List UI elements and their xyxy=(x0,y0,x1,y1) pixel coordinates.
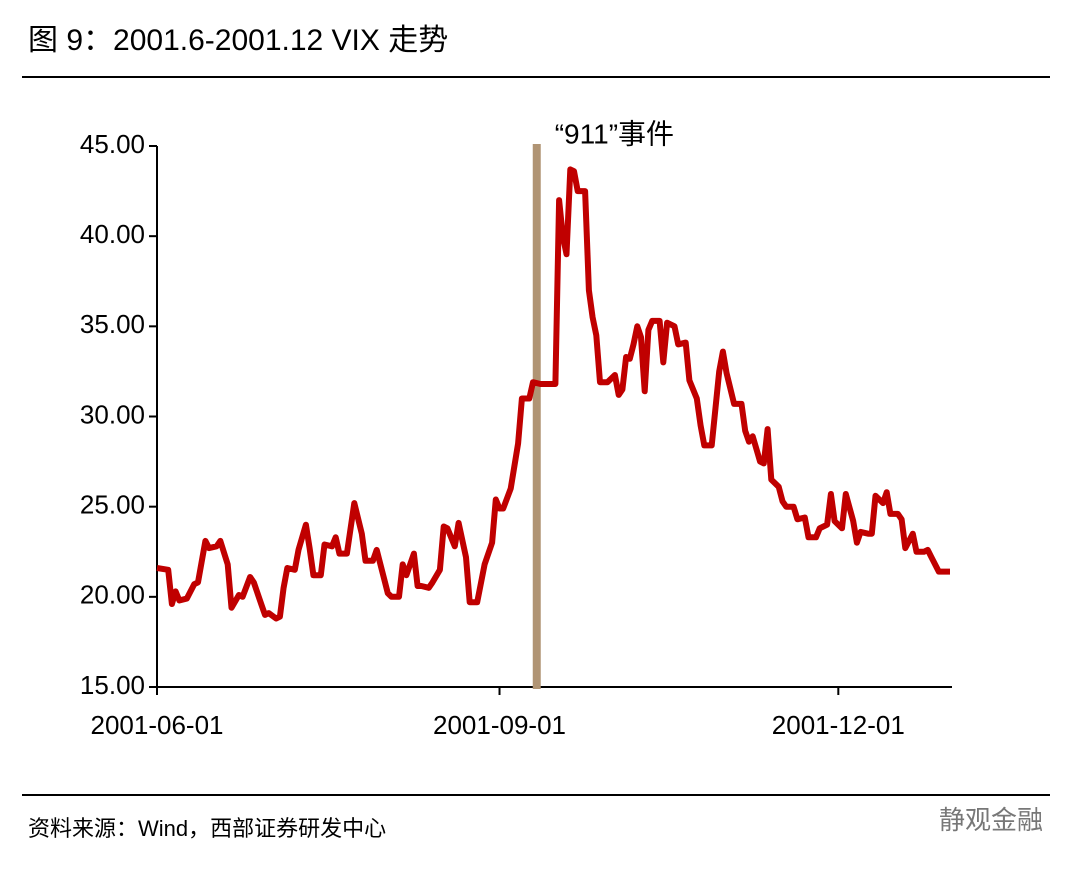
x-tick-label: 2001-06-01 xyxy=(91,710,224,740)
y-tick-label: 15.00 xyxy=(80,670,145,700)
event-label: “911”事件 xyxy=(555,118,674,149)
x-tick-label: 2001-09-01 xyxy=(433,710,566,740)
chart-title: 图 9：2001.6-2001.12 VIX 走势 xyxy=(28,24,448,57)
y-tick-label: 45.00 xyxy=(80,129,145,159)
y-tick-label: 30.00 xyxy=(80,399,145,429)
y-tick-label: 35.00 xyxy=(80,309,145,339)
y-tick-label: 20.00 xyxy=(80,580,145,610)
x-tick-label: 2001-12-01 xyxy=(772,710,905,740)
y-tick-label: 25.00 xyxy=(80,490,145,520)
series-line xyxy=(156,166,950,622)
source-note: 资料来源：Wind，西部证券研发中心 xyxy=(28,816,386,841)
y-tick-label: 40.00 xyxy=(80,219,145,249)
watermark: 静观金融 xyxy=(939,805,1043,835)
